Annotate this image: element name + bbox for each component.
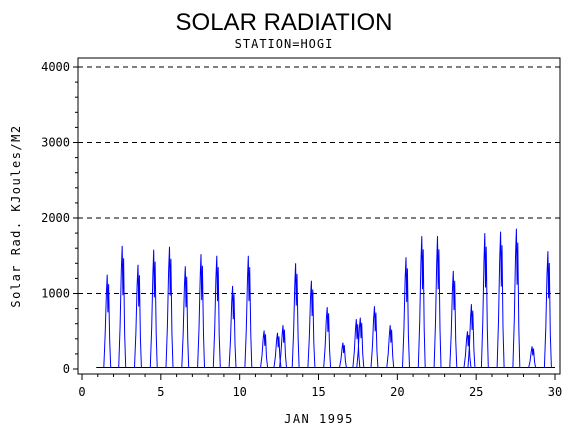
series-area	[96, 228, 555, 368]
y-tick-label: 0	[63, 362, 70, 376]
day-peak-11	[260, 330, 269, 368]
day-peak-31	[528, 346, 537, 368]
x-tick-label: 30	[548, 385, 562, 399]
y-axis-label: Solar Rad. KJoules/M2	[9, 124, 23, 307]
day-peak-19	[356, 317, 365, 368]
y-axis: 0 1000 2000 3000 4000	[41, 60, 78, 376]
day-peak-20	[370, 306, 379, 368]
y-tick-label: 4000	[41, 60, 70, 74]
y-tick-label: 3000	[41, 136, 70, 150]
day-peak-2	[118, 245, 127, 368]
x-tick-label: 0	[78, 385, 85, 399]
y-tick-label: 1000	[41, 287, 70, 301]
day-peak-9	[228, 285, 237, 368]
day-peak-10	[244, 255, 253, 368]
day-peak-25	[449, 270, 458, 368]
day-peak-6	[181, 266, 190, 368]
day-peak-27	[467, 304, 476, 368]
day-peak-12	[273, 332, 282, 368]
day-peak-30	[512, 228, 521, 368]
day-peak-5	[165, 246, 174, 368]
day-peak-21	[386, 325, 395, 368]
day-peak-32	[543, 251, 552, 368]
day-peak-7	[197, 254, 205, 368]
x-tick-label: 25	[469, 385, 483, 399]
day-peak-3	[134, 264, 142, 368]
chart-subtitle: STATION=HOGI	[235, 37, 334, 51]
day-peak-22	[402, 257, 410, 368]
day-peak-29	[496, 231, 505, 368]
day-peak-23	[417, 236, 426, 368]
x-axis-label: JAN 1995	[284, 412, 354, 426]
day-peak-15	[307, 280, 316, 368]
day-peak-28	[480, 233, 489, 368]
x-axis: 0 5 10 15 20 25 30	[78, 374, 562, 399]
chart-title: SOLAR RADIATION	[176, 9, 393, 36]
day-peak-13	[279, 325, 287, 368]
y-tick-label: 2000	[41, 211, 70, 225]
day-peak-26	[463, 331, 472, 368]
day-peak-1	[103, 274, 112, 368]
day-peak-4	[149, 249, 158, 368]
gridlines	[78, 66, 560, 294]
day-peak-8	[212, 255, 221, 368]
x-tick-label: 20	[390, 385, 404, 399]
day-peak-24	[433, 236, 442, 368]
x-tick-label: 10	[232, 385, 246, 399]
day-peak-14	[291, 263, 300, 368]
x-tick-label: 15	[311, 385, 325, 399]
day-peak-17	[339, 342, 347, 368]
day-peak-16	[323, 307, 332, 368]
x-tick-label: 5	[157, 385, 164, 399]
